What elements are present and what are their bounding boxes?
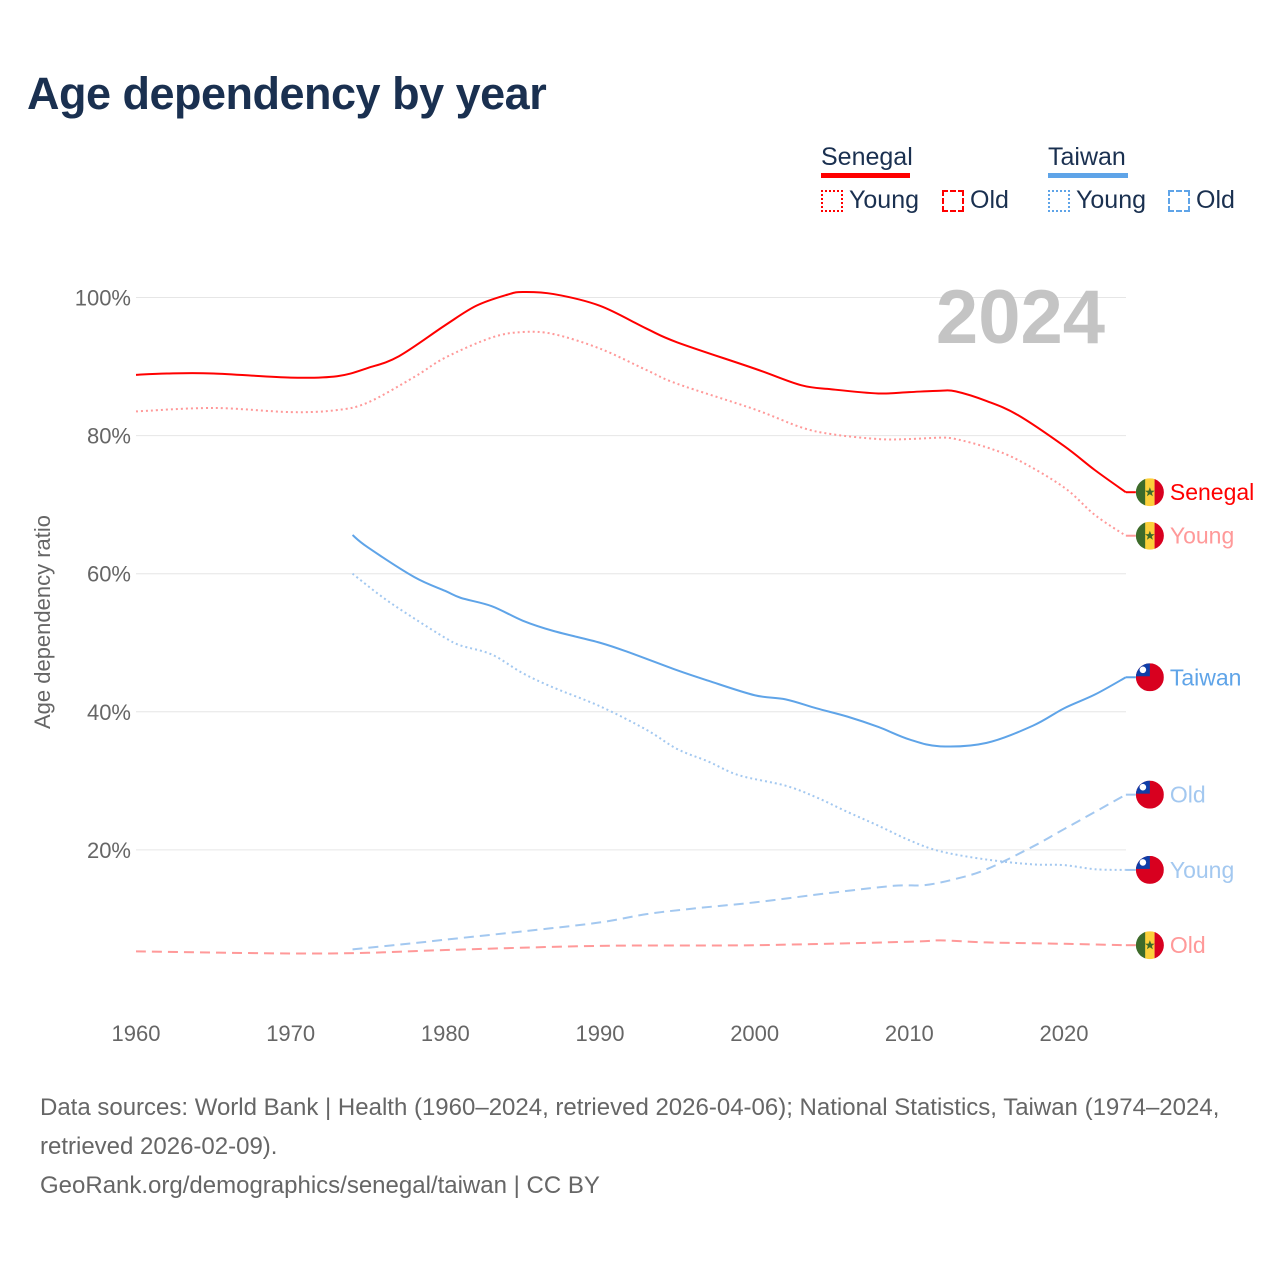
x-tick-label: 1960 bbox=[112, 1021, 161, 1046]
y-tick-label: 20% bbox=[87, 838, 131, 863]
x-tick-label: 1990 bbox=[576, 1021, 625, 1046]
series-line-taiwan-old bbox=[352, 793, 1127, 951]
series-line-taiwan-young bbox=[351, 572, 1126, 871]
legend-label: Old bbox=[970, 186, 1009, 214]
legend-taiwan-swatch bbox=[1048, 173, 1128, 178]
x-tick-label: 2020 bbox=[1040, 1021, 1089, 1046]
dashed-swatch-icon bbox=[942, 189, 964, 212]
series-line-senegal-old bbox=[135, 939, 1126, 955]
legend-senegal-swatch bbox=[821, 173, 910, 178]
dashed-swatch-icon bbox=[1168, 189, 1190, 212]
end-label: Senegal bbox=[1170, 479, 1254, 505]
taiwan-flag-icon bbox=[1125, 855, 1164, 884]
footer: Data sources: World Bank | Health (1960–… bbox=[40, 1088, 1250, 1205]
legend-taiwan-young[interactable]: Young bbox=[1048, 186, 1146, 215]
legend-senegal-young[interactable]: Young bbox=[821, 186, 919, 215]
legend-label: Young bbox=[849, 186, 919, 214]
series-line-taiwan bbox=[351, 534, 1127, 748]
series-line-senegal bbox=[135, 290, 1127, 494]
end-label: Old bbox=[1170, 932, 1206, 958]
x-tick-label: 2000 bbox=[730, 1021, 779, 1046]
y-tick-label: 80% bbox=[87, 424, 131, 449]
year-watermark: 2024 bbox=[936, 275, 1105, 360]
taiwan-flag-icon bbox=[1125, 780, 1164, 809]
source-link[interactable]: GeoRank.org/demographics/senegal/taiwan … bbox=[40, 1172, 600, 1199]
x-tick-label: 1970 bbox=[266, 1021, 315, 1046]
legend-senegal-old[interactable]: Old bbox=[942, 186, 1009, 215]
x-tick-label: 2010 bbox=[885, 1021, 934, 1046]
end-label: Taiwan bbox=[1170, 664, 1242, 690]
senegal-flag-icon bbox=[1125, 478, 1164, 507]
chart-title: Age dependency by year bbox=[27, 68, 547, 119]
series-line-senegal-young bbox=[135, 330, 1127, 537]
data-sources: Data sources: World Bank | Health (1960–… bbox=[40, 1094, 1220, 1160]
x-tick-label: 1980 bbox=[421, 1021, 470, 1046]
dotted-swatch-icon bbox=[1048, 189, 1070, 212]
legend-label: Young bbox=[1076, 186, 1146, 214]
legend-senegal[interactable]: Senegal bbox=[821, 143, 913, 171]
senegal-flag-icon bbox=[1125, 521, 1164, 550]
y-tick-label: 100% bbox=[75, 286, 131, 311]
legend-taiwan-old[interactable]: Old bbox=[1168, 186, 1235, 215]
legend-taiwan[interactable]: Taiwan bbox=[1048, 143, 1126, 171]
senegal-flag-icon bbox=[1125, 931, 1164, 960]
y-axis-label: Age dependency ratio bbox=[30, 515, 55, 729]
taiwan-flag-icon bbox=[1125, 663, 1164, 692]
legend-label: Old bbox=[1196, 186, 1235, 214]
y-tick-label: 60% bbox=[87, 562, 131, 587]
dotted-swatch-icon bbox=[821, 189, 843, 212]
end-label: Young bbox=[1170, 523, 1234, 549]
y-tick-label: 40% bbox=[87, 700, 131, 725]
end-label: Old bbox=[1170, 782, 1206, 808]
end-label: Young bbox=[1170, 857, 1234, 883]
line-chart: 20% 40% 60% 80% 100% 1960 1970 1980 1990 2000 2010… bbox=[30, 275, 1254, 1046]
